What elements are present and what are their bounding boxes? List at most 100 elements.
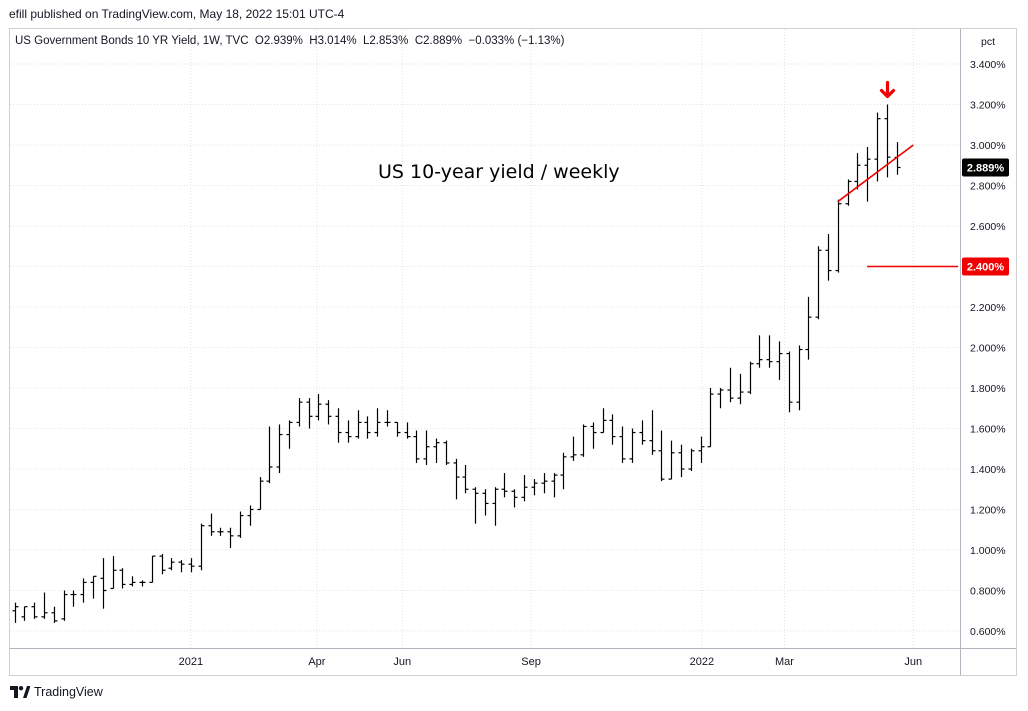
ohlc-bar <box>854 153 861 190</box>
level-price-value: 2.400% <box>967 262 1005 274</box>
ohlc-bar <box>423 430 430 465</box>
low-value: 2.853% <box>369 35 409 47</box>
ohlc-bar <box>492 487 499 526</box>
time-tick-label: Jun <box>393 656 411 668</box>
change-value: −0.033% (−1.13%) <box>468 35 565 47</box>
ohlc-bar <box>100 558 107 609</box>
current-price-label: 2.889% <box>962 158 1009 177</box>
chart-annotation-title[interactable]: US 10-year yield / weekly <box>378 161 620 183</box>
ohlc-bar <box>874 112 881 182</box>
ohlc-bar <box>247 505 254 526</box>
ohlc-bar <box>845 179 852 206</box>
ohlc-bar <box>325 400 332 425</box>
ohlc-bar <box>21 606 28 621</box>
ohlc-bar <box>355 410 362 439</box>
time-tick-label: Mar <box>775 656 794 668</box>
ohlc-bar <box>688 448 695 472</box>
price-tick-label: 1.800% <box>970 383 1006 395</box>
time-tick-label: 2021 <box>179 656 203 668</box>
ohlc-bar <box>580 424 587 457</box>
ohlc-bar <box>12 602 19 623</box>
tradingview-branding[interactable]: TradingView <box>10 685 103 699</box>
ohlc-bar <box>31 602 38 619</box>
ohlc-bar <box>796 345 803 411</box>
ohlc-bar <box>374 408 381 437</box>
ohlc-bar <box>678 444 685 478</box>
ohlc-bar <box>756 335 763 368</box>
ohlc-bar <box>649 410 656 455</box>
price-tick-label: 0.600% <box>970 626 1006 638</box>
ohlc-bar <box>629 428 636 463</box>
price-tick-label: 3.200% <box>970 100 1006 112</box>
ohlc-bar <box>345 420 352 443</box>
symbol-legend[interactable]: US Government Bonds 10 YR Yield, 1W, TVC… <box>15 35 564 47</box>
ohlc-bar <box>805 296 812 360</box>
ohlc-bar <box>825 234 832 281</box>
ohlc-bar <box>208 513 215 536</box>
ohlc-bar <box>462 464 469 494</box>
chart-grid <box>10 29 960 648</box>
ohlc-bar <box>119 568 126 589</box>
open-value: 2.939% <box>263 35 303 47</box>
low-label: L <box>363 35 370 47</box>
ohlc-bar <box>747 361 754 395</box>
ohlc-bar <box>70 590 77 607</box>
publisher-credit: efill published on TradingView.com, May … <box>9 7 345 21</box>
ohlc-bar <box>198 523 205 571</box>
ohlc-bar <box>384 410 391 427</box>
price-tick-label: 3.400% <box>970 59 1006 71</box>
tradingview-logo-icon <box>10 686 30 698</box>
ohlc-bar <box>286 420 293 449</box>
price-tick-label: 3.000% <box>970 140 1006 152</box>
trend-line[interactable] <box>837 144 914 203</box>
ohlc-bar <box>717 388 724 409</box>
high-label: H <box>309 35 318 47</box>
ohlc-bar <box>658 430 665 482</box>
ohlc-bar <box>168 558 175 571</box>
ohlc-bar <box>776 341 783 380</box>
ohlc-bar <box>257 477 264 511</box>
ohlc-bar <box>149 555 156 584</box>
price-tick-label: 2.200% <box>970 302 1006 314</box>
ohlc-bar <box>178 560 185 573</box>
symbol-name: US Government Bonds 10 YR Yield, 1W, TVC <box>15 35 249 47</box>
ohlc-bar <box>521 475 528 502</box>
ohlc-bar <box>51 606 58 623</box>
ohlc-bar <box>590 422 597 449</box>
current-price-value: 2.889% <box>967 162 1005 174</box>
ohlc-bar <box>80 578 87 603</box>
ohlc-bar <box>306 398 313 429</box>
price-tick-label: 2.600% <box>970 221 1006 233</box>
ohlc-bar <box>110 556 117 590</box>
down-arrow-icon[interactable] <box>879 80 896 99</box>
ohlc-bar <box>698 436 705 463</box>
time-tick-label: 2022 <box>690 656 714 668</box>
ohlc-bar <box>600 408 607 434</box>
ohlc-bar <box>41 592 48 619</box>
ohlc-bar <box>501 473 508 498</box>
ohlc-bar <box>335 408 342 443</box>
ohlc-bar <box>482 489 489 516</box>
time-tick-label: Apr <box>308 656 325 668</box>
ohlc-bar <box>159 554 166 575</box>
chart-frame <box>9 28 1017 676</box>
ohlc-bar <box>835 199 842 273</box>
ohlc-bar <box>815 246 822 320</box>
level-price-label: 2.400% <box>962 257 1009 276</box>
time-tick-label: Sep <box>521 656 541 668</box>
ohlc-bar <box>296 398 303 427</box>
ohlc-bar <box>727 367 734 403</box>
ohlc-bar <box>668 440 675 480</box>
ohlc-bar <box>276 424 283 474</box>
time-axis[interactable]: 2021 Apr Jun Sep 2022 Mar Jun <box>179 656 923 668</box>
price-axis-unit: pct <box>981 36 995 48</box>
ohlc-bar <box>737 373 744 405</box>
price-axis[interactable]: 3.400% 3.200% 3.000% 2.800% 2.600% 2.400% 2.20… <box>970 59 1006 638</box>
ohlc-bar <box>766 335 773 368</box>
price-tick-label: 1.400% <box>970 464 1006 476</box>
ohlc-bar <box>551 473 558 498</box>
ohlc-bar <box>188 558 195 573</box>
ohlc-bar <box>531 479 538 496</box>
ohlc-bar <box>139 580 146 587</box>
